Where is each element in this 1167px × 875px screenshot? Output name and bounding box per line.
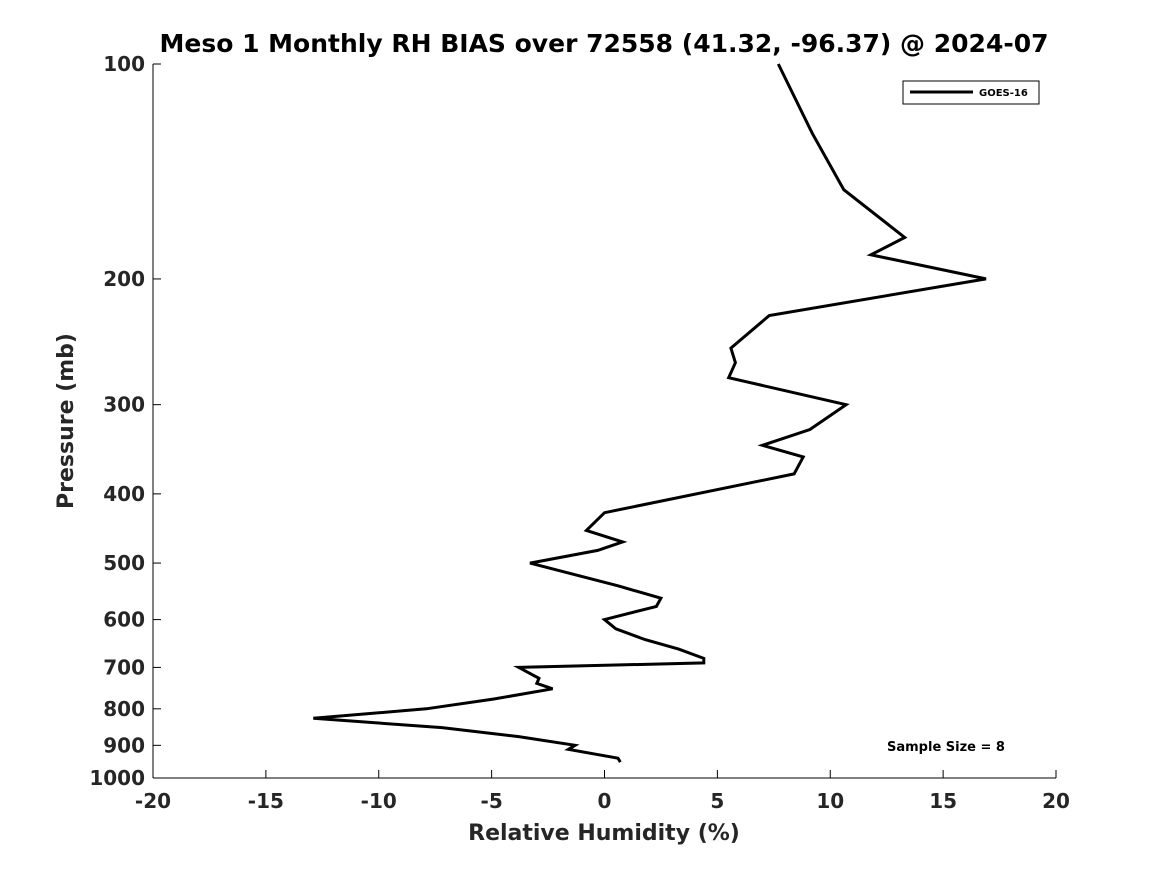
y-tick-label: 1000 <box>89 766 145 790</box>
x-tick-label: 20 <box>1042 789 1070 813</box>
legend: GOES-16 <box>902 80 1040 105</box>
x-tick-label: -20 <box>135 789 171 813</box>
x-tick-label: -5 <box>481 789 503 813</box>
chart-title: Meso 1 Monthly RH BIAS over 72558 (41.32… <box>159 29 1048 58</box>
x-tick-group: -20 -15 -10 -5 0 5 10 15 20 <box>135 770 1070 813</box>
x-axis-label: Relative Humidity (%) <box>468 821 740 846</box>
y-tick-label: 400 <box>103 482 145 506</box>
y-tick-label: 100 <box>103 52 145 76</box>
x-tick-label: 0 <box>598 789 612 813</box>
x-tick-label: 15 <box>929 789 957 813</box>
y-tick-label: 900 <box>103 733 145 757</box>
series-layer <box>313 63 987 763</box>
y-tick-label: 600 <box>103 608 145 632</box>
plot-axes <box>152 64 1056 779</box>
x-tick-label: -10 <box>361 789 397 813</box>
y-tick-label: 500 <box>103 551 145 575</box>
series-line-goes-16 <box>313 63 987 763</box>
legend-label-goes-16: GOES-16 <box>979 88 1028 99</box>
y-tick-label: 300 <box>103 393 145 417</box>
y-tick-label: 200 <box>103 267 145 291</box>
x-tick-label: 10 <box>816 789 844 813</box>
x-tick-label: -15 <box>248 789 284 813</box>
y-tick-label: 800 <box>103 697 145 721</box>
y-tick-label: 700 <box>103 655 145 679</box>
y-axis-label: Pressure (mb) <box>54 333 79 509</box>
x-tick-label: 5 <box>710 789 724 813</box>
y-tick-group: 100 200 300 400 500 600 700 800 900 1000 <box>89 52 161 790</box>
sample-size-annotation: Sample Size = 8 <box>887 740 1005 755</box>
